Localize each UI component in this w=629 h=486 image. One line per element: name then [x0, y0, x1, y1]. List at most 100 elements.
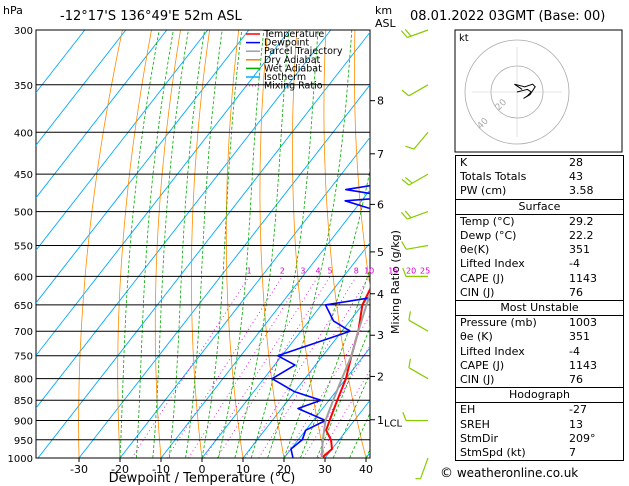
wet-adiabat-line: [201, 30, 243, 458]
index-row: SREH 13: [456, 418, 623, 432]
isotherm-line: [242, 294, 370, 458]
legend-item-label: Wet Adiabat: [264, 63, 322, 74]
index-label: SREH: [460, 417, 490, 431]
mixing-ratio-label: 20: [406, 266, 416, 275]
wind-barb-staff: [408, 84, 429, 97]
index-label: CAPE (J): [460, 358, 505, 372]
wet-adiabat-line: [300, 267, 370, 458]
pressure-tick-label: 700: [14, 327, 33, 338]
wind-barb-staff: [408, 319, 429, 332]
index-value: 28: [569, 156, 583, 169]
x-tick-label: 0: [199, 463, 206, 476]
isotherm-line: [36, 30, 127, 146]
lcl-label: LCL: [384, 419, 403, 430]
wind-barb-feather: [402, 267, 407, 277]
isotherm-line: [36, 30, 250, 304]
km-unit-label: km: [375, 4, 392, 17]
wet-adiabat-line: [119, 30, 160, 458]
pressure-tick-label: 800: [14, 375, 33, 386]
wet-adiabat-line: [316, 326, 370, 458]
dewpoint-line: [271, 184, 370, 458]
pressure-tick-label: 850: [14, 396, 33, 407]
profile-series: [271, 184, 370, 458]
legend-item-label: Parcel Trajectory: [264, 46, 343, 57]
isotherm-line: [78, 84, 370, 458]
wind-barb-staff: [413, 131, 429, 150]
mixing-ratio-label: 8: [354, 266, 359, 275]
hodograph-indices-title: Hodograph: [456, 388, 623, 404]
plot-area: [35, 29, 371, 459]
pressure-tick-label: 450: [14, 170, 33, 181]
pressure-tick-label: 1000: [8, 454, 33, 465]
index-row: CAPE (J) 1143: [456, 272, 623, 286]
index-label: StmSpd (kt): [460, 446, 526, 460]
pressure-tick-label: 650: [14, 301, 33, 312]
wet-adiabat-line: [185, 30, 223, 458]
x-tick-label: 20: [277, 463, 291, 476]
surface-title: Surface: [456, 200, 623, 215]
km-tick-label: 6: [377, 198, 384, 211]
wind-barb-staff: [419, 457, 429, 479]
index-row: PW (cm) 3.58: [456, 184, 623, 198]
index-label: Pressure (mb): [460, 316, 537, 330]
wet-adiabat-line: [168, 30, 205, 458]
wind-barb-feather: [401, 89, 410, 97]
index-label: Dewp (°C): [460, 229, 517, 243]
x-axis-title: Dewpoint / Temperature (°C): [109, 471, 296, 486]
index-value: 3.58: [569, 184, 594, 198]
index-value: 7: [569, 446, 576, 460]
index-row: Totals Totals 43: [456, 170, 623, 184]
wind-barb-feather: [401, 178, 410, 186]
isotherm-line: [36, 30, 168, 199]
index-label: CIN (J): [460, 285, 495, 299]
isotherm-line: [201, 241, 370, 458]
hpa-unit-label: hPa: [3, 4, 23, 17]
mixing-ratio-label: 25: [420, 266, 430, 275]
wind-barb-feather: [401, 241, 407, 250]
km-tick-label: 1: [377, 414, 384, 427]
km-tick-label: 4: [377, 288, 384, 301]
axes: 3003504004505005506006507007508008509009…: [8, 26, 403, 476]
index-value: 76: [569, 373, 583, 387]
isotherm-line: [160, 189, 370, 458]
wind-barb-feather: [408, 311, 411, 321]
index-label: StmDir: [460, 431, 499, 445]
x-tick-label: -10: [152, 463, 170, 476]
index-value: -4: [569, 344, 580, 358]
location-title: -12°17'S 136°49'E 52m ASL: [60, 9, 242, 24]
km-tick-label: 2: [377, 370, 384, 383]
pressure-tick-label: 550: [14, 242, 33, 253]
x-tick-label: -20: [111, 463, 129, 476]
legend-item-label: Dewpoint: [264, 38, 309, 49]
index-label: PW (cm): [460, 184, 507, 198]
wind-barb-feather: [402, 411, 407, 421]
mixing-ratio-label: 10: [364, 266, 374, 275]
mixing-ratio-label: 3: [300, 266, 305, 275]
index-row: Pressure (mb) 1003: [456, 316, 623, 330]
km-tick-label: 7: [377, 148, 384, 161]
index-label: CAPE (J): [460, 271, 505, 285]
pressure-gridlines: [36, 29, 370, 459]
index-value: 29.2: [569, 214, 594, 228]
parcel-trajectory-line: [320, 291, 370, 458]
most-unstable-title: Most Unstable: [456, 301, 623, 317]
pressure-tick-label: 500: [14, 208, 33, 219]
index-label: θe(K): [460, 243, 490, 257]
wind-barb-staff: [406, 244, 429, 250]
index-value: 22.2: [569, 229, 594, 243]
wind-barb-feather: [404, 210, 412, 219]
x-tick-label: 40: [359, 463, 373, 476]
index-label: Lifted Index: [460, 257, 525, 271]
index-value: -4: [569, 257, 580, 271]
pressure-tick-label: 400: [14, 128, 33, 139]
index-row: K 28: [456, 156, 623, 170]
wind-barb-feather: [400, 30, 408, 38]
index-label: Temp (°C): [460, 214, 515, 228]
legend-item-label: Isotherm: [264, 72, 306, 83]
index-row: CIN (J) 76: [456, 286, 623, 300]
legend-item-label: Mixing Ratio: [264, 81, 323, 92]
index-value: 209°: [569, 431, 596, 445]
hodograph-ring: [464, 39, 570, 145]
copyright-icon: ©: [440, 466, 453, 481]
index-label: EH: [460, 403, 476, 417]
